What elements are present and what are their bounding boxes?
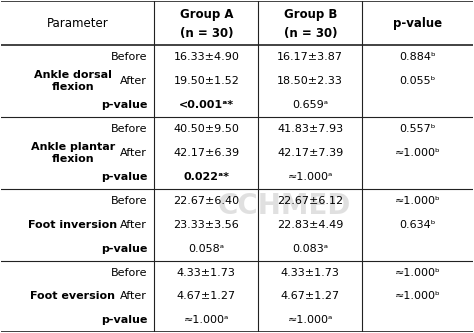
Text: Before: Before [111,196,147,206]
Text: 40.50±9.50: 40.50±9.50 [173,124,239,134]
Text: Before: Before [111,267,147,277]
Text: flexion: flexion [52,82,94,92]
Text: 0.884ᵇ: 0.884ᵇ [400,52,436,62]
Text: ≈1.000ᵇ: ≈1.000ᵇ [395,148,441,158]
Text: After: After [120,291,147,301]
Text: Before: Before [111,52,147,62]
Text: 0.022ᵃ*: 0.022ᵃ* [183,172,229,182]
Text: After: After [120,220,147,230]
Text: p-value: p-value [101,244,147,254]
Text: 16.17±3.87: 16.17±3.87 [277,52,343,62]
Text: ≈1.000ᵇ: ≈1.000ᵇ [395,291,441,301]
Text: Parameter: Parameter [46,17,109,30]
Text: (n = 30): (n = 30) [283,27,337,40]
Text: 0.634ᵇ: 0.634ᵇ [400,220,436,230]
Text: CCHMED: CCHMED [218,192,351,220]
Text: p-value: p-value [101,100,147,110]
Text: Before: Before [111,124,147,134]
Text: Ankle plantar: Ankle plantar [31,142,115,152]
Text: 4.33±1.73: 4.33±1.73 [281,267,340,277]
Text: 22.83±4.49: 22.83±4.49 [277,220,344,230]
Text: 22.67±6.12: 22.67±6.12 [277,196,343,206]
Text: 4.33±1.73: 4.33±1.73 [177,267,236,277]
Text: Foot eversion: Foot eversion [30,291,115,301]
Text: 4.67±1.27: 4.67±1.27 [281,291,340,301]
Text: 41.83±7.93: 41.83±7.93 [277,124,343,134]
Text: flexion: flexion [52,154,94,164]
Text: 0.659ᵃ: 0.659ᵃ [292,100,328,110]
Text: 4.67±1.27: 4.67±1.27 [177,291,236,301]
Text: p-value: p-value [101,315,147,325]
Text: Group A: Group A [180,8,233,21]
Text: 19.50±1.52: 19.50±1.52 [173,76,239,86]
Text: 18.50±2.33: 18.50±2.33 [277,76,343,86]
Text: 16.33±4.90: 16.33±4.90 [173,52,239,62]
Text: Group B: Group B [283,8,337,21]
Text: 23.33±3.56: 23.33±3.56 [173,220,239,230]
Text: 0.058ᵃ: 0.058ᵃ [188,244,224,254]
Text: p-value: p-value [393,17,442,30]
Text: 0.055ᵇ: 0.055ᵇ [400,76,436,86]
Text: 42.17±6.39: 42.17±6.39 [173,148,239,158]
Text: ≈1.000ᵃ: ≈1.000ᵃ [288,315,333,325]
Text: <0.001ᵃ*: <0.001ᵃ* [179,100,234,110]
Text: p-value: p-value [101,172,147,182]
Text: Foot inversion: Foot inversion [28,220,118,230]
Text: 0.557ᵇ: 0.557ᵇ [400,124,436,134]
Text: 42.17±7.39: 42.17±7.39 [277,148,343,158]
Text: ≈1.000ᵃ: ≈1.000ᵃ [288,172,333,182]
Text: (n = 30): (n = 30) [180,27,233,40]
Text: ≈1.000ᵇ: ≈1.000ᵇ [395,196,441,206]
Text: After: After [120,76,147,86]
Text: ≈1.000ᵃ: ≈1.000ᵃ [183,315,229,325]
Text: 0.083ᵃ: 0.083ᵃ [292,244,328,254]
Text: 22.67±6.40: 22.67±6.40 [173,196,239,206]
Text: ≈1.000ᵇ: ≈1.000ᵇ [395,267,441,277]
Text: After: After [120,148,147,158]
Text: Ankle dorsal: Ankle dorsal [34,70,112,80]
